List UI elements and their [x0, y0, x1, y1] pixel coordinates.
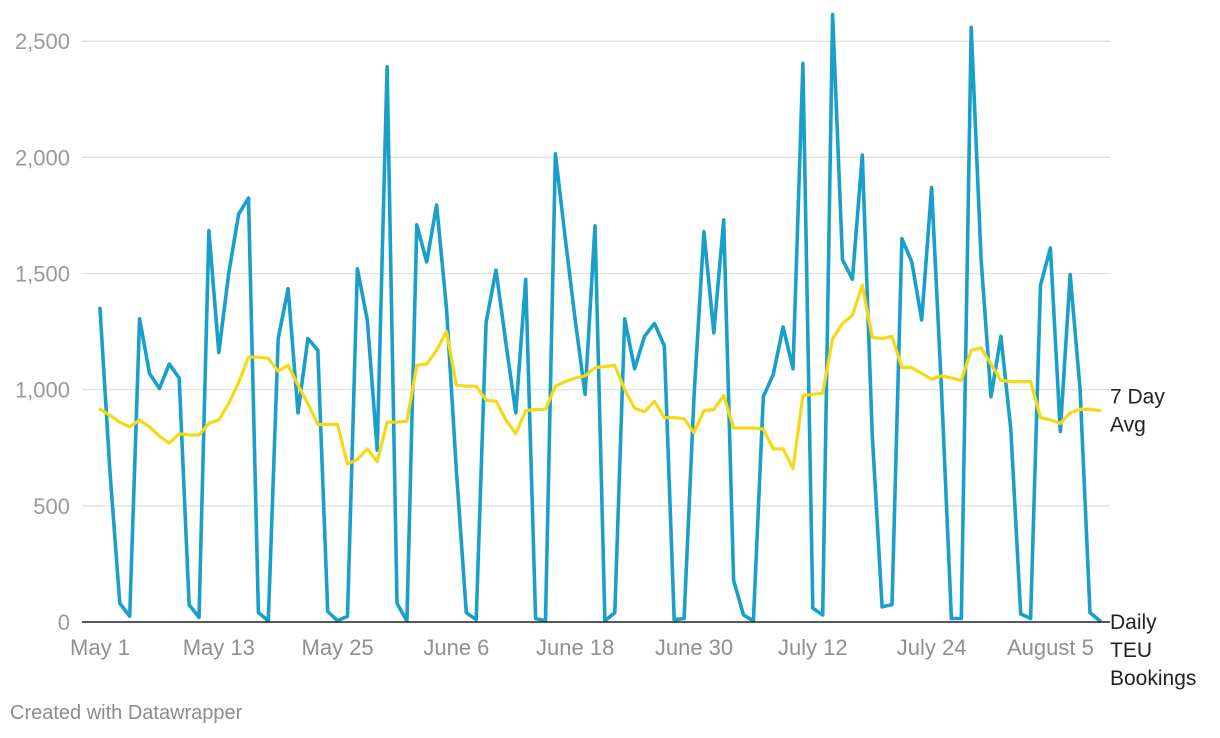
series-label-daily-teu-bookings: Daily TEU Bookings — [1110, 611, 1196, 690]
x-tick-label: June 30 — [655, 635, 733, 660]
y-tick-label: 0 — [58, 610, 70, 635]
x-tick-label: May 1 — [70, 635, 130, 660]
x-tick-label: August 5 — [1007, 635, 1094, 660]
series-end-labels: Daily TEU Bookings 7 Day Avg — [1110, 386, 1196, 690]
series-label-line: TEU — [1110, 639, 1152, 662]
x-tick-label: June 6 — [423, 635, 489, 660]
datawrapper-credit[interactable]: Created with Datawrapper — [10, 702, 243, 724]
series-label-line: Bookings — [1110, 667, 1196, 690]
x-axis-tick-labels: May 1 May 13 May 25 June 6 June 18 June 30 Jul… — [70, 635, 1094, 660]
series-label-7-day-avg: 7 Day Avg — [1110, 386, 1165, 437]
x-tick-label: May 25 — [302, 635, 374, 660]
y-tick-label: 2,000 — [15, 145, 70, 170]
x-tick-label: July 12 — [778, 635, 848, 660]
y-tick-label: 1,500 — [15, 262, 70, 287]
x-tick-label: June 18 — [536, 635, 614, 660]
series-line-7-day-avg — [98, 283, 1102, 471]
y-tick-label: 2,500 — [15, 29, 70, 54]
series-label-line: Avg — [1110, 414, 1146, 437]
y-tick-label: 1,000 — [15, 378, 70, 403]
series-label-line: Daily — [1110, 611, 1157, 634]
series-label-line: 7 Day — [1110, 386, 1165, 409]
series-lines — [98, 12, 1102, 623]
x-tick-label: May 13 — [183, 635, 255, 660]
series-line-daily-teu-bookings — [98, 12, 1102, 623]
x-tick-label: July 24 — [897, 635, 967, 660]
y-axis-tick-labels: 0 500 1,000 1,500 2,000 2,500 — [15, 29, 70, 635]
y-tick-label: 500 — [33, 494, 70, 519]
